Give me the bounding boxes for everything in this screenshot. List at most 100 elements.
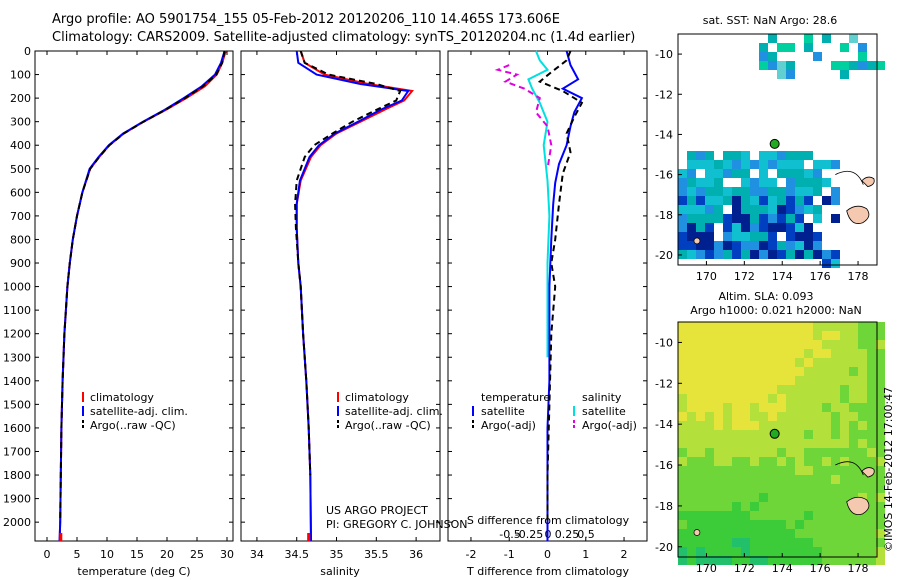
sla-cell (750, 322, 759, 331)
series-climatology (58, 50, 227, 542)
sla-cell (831, 331, 840, 340)
sla-cell (831, 421, 840, 430)
sla-cell (714, 412, 723, 421)
sla-cell (759, 322, 768, 331)
sla-cell (786, 475, 795, 484)
sst-cell (831, 160, 840, 169)
sla-cell (777, 448, 786, 457)
y-tick-label: 300 (10, 116, 31, 129)
sla-cell (876, 430, 885, 439)
sla-cell (822, 457, 831, 466)
sla-cell (705, 421, 714, 430)
sla-cell (849, 385, 858, 394)
sla-cell (768, 484, 777, 493)
sla-cell (786, 529, 795, 538)
sst-cell (678, 205, 687, 214)
sla-cell (840, 439, 849, 448)
sla-cell (696, 403, 705, 412)
sla-cell (804, 547, 813, 556)
sla-cell (768, 439, 777, 448)
sla-cell (849, 547, 858, 556)
sst-cell (741, 196, 750, 205)
sst-cell (822, 250, 831, 259)
sst-cell (678, 178, 687, 187)
sla-cell (705, 493, 714, 502)
sst-cell (759, 178, 768, 187)
sst-cell (705, 151, 714, 160)
y-tick-label: 1100 (3, 304, 31, 317)
sst-cell (768, 214, 777, 223)
sst-cell (759, 187, 768, 196)
sla-map-title-2: Argo h1000: 0.021 h2000: NaN (690, 304, 862, 317)
island (693, 237, 701, 245)
x-tick-label: 36 (409, 548, 423, 561)
sla-cell (849, 430, 858, 439)
sla-cell (786, 376, 795, 385)
sla-cell (858, 412, 867, 421)
sla-cell (876, 439, 885, 448)
sla-cell (786, 394, 795, 403)
sla-cell (732, 358, 741, 367)
sla-cell (705, 331, 714, 340)
sla-cell (741, 331, 750, 340)
sla-cell (777, 403, 786, 412)
sla-cell (795, 529, 804, 538)
sla-map: 170 172 174 176 178 -10 -12 -14 -16 -18 -20 (655, 322, 885, 575)
sla-cell (822, 394, 831, 403)
sst-cell (777, 151, 786, 160)
sla-cell (786, 466, 795, 475)
sla-cell (867, 457, 876, 466)
sla-cell (714, 403, 723, 412)
sla-cell (678, 340, 687, 349)
sla-cell (696, 511, 705, 520)
sla-cell (867, 430, 876, 439)
sla-cell (696, 484, 705, 493)
sla-cell (822, 511, 831, 520)
sla-cell (732, 430, 741, 439)
sla-cell (732, 502, 741, 511)
sst-cell (705, 178, 714, 187)
y-tick-label: 1300 (3, 351, 31, 364)
sla-cell (678, 547, 687, 556)
sla-cell (759, 421, 768, 430)
sla-cell (768, 340, 777, 349)
sst-cell (768, 241, 777, 250)
y-tick-label: 400 (10, 139, 31, 152)
sla-cell (831, 448, 840, 457)
sla-cell (822, 466, 831, 475)
sla-cell (840, 385, 849, 394)
x-tick-label: 0 (544, 548, 551, 561)
sla-cell (822, 322, 831, 331)
sla-cell (777, 367, 786, 376)
sla-cell (759, 349, 768, 358)
sst-cell (786, 187, 795, 196)
sla-cell (696, 394, 705, 403)
sst-cell (786, 160, 795, 169)
sla-cell (741, 511, 750, 520)
imos-credit: ©IMOS 14-Feb-2012 17:00:47 (882, 387, 895, 552)
sst-cell (732, 151, 741, 160)
sst-cell (687, 169, 696, 178)
sst-cell (696, 241, 705, 250)
y-tick-label: 200 (10, 92, 31, 105)
sst-cell (732, 214, 741, 223)
sla-cell (732, 394, 741, 403)
sst-cell (786, 70, 795, 79)
sla-cell (723, 421, 732, 430)
sla-cell (849, 412, 858, 421)
sst-cell (723, 250, 732, 259)
x-tick-label: 172 (734, 270, 755, 283)
sla-cell (750, 466, 759, 475)
sla-cell (795, 538, 804, 547)
sla-cell (831, 529, 840, 538)
sst-cell (723, 169, 732, 178)
sla-cell (759, 538, 768, 547)
sla-cell (732, 376, 741, 385)
sla-cell (813, 457, 822, 466)
sst-cell (786, 43, 795, 52)
sla-cell (858, 331, 867, 340)
sla-cell (831, 556, 840, 565)
sst-cell (732, 223, 741, 232)
sst-cell (795, 250, 804, 259)
sla-cell (705, 394, 714, 403)
